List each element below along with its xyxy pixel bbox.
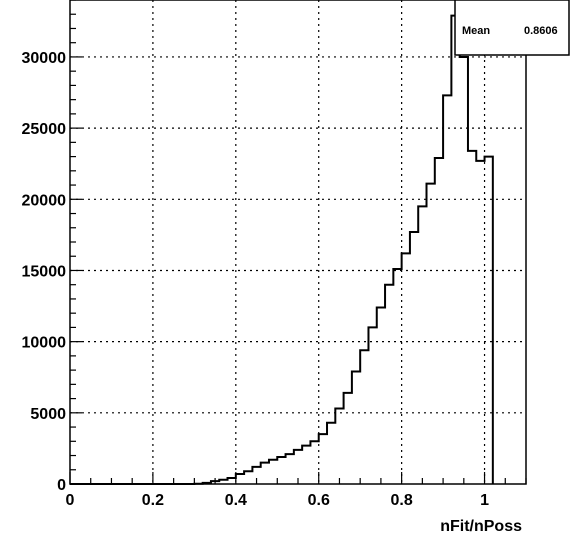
y-tick-label: 10000 xyxy=(22,335,67,352)
x-tick-label: 0.6 xyxy=(308,492,330,509)
histogram-series xyxy=(70,14,494,485)
stats-box: Mean 0.8606 xyxy=(454,0,570,56)
y-tick-label: 15000 xyxy=(22,263,67,280)
y-tick-label: 5000 xyxy=(30,406,66,423)
x-tick-labels: 0 0.2 0.4 0.6 0.8 1 xyxy=(66,492,490,509)
histogram-outline xyxy=(70,14,494,485)
x-tick-label: 0 xyxy=(66,492,75,509)
y-tick-label: 30000 xyxy=(22,50,67,67)
x-tick-label: 0.4 xyxy=(225,492,247,509)
grid-lines xyxy=(70,0,526,484)
y-tick-labels: 0 5000 10000 15000 20000 25000 30000 xyxy=(22,50,67,494)
x-axis-title: nFit/nPoss xyxy=(440,518,522,535)
x-tick-label: 1 xyxy=(480,492,489,509)
y-tick-label: 25000 xyxy=(22,121,67,138)
stats-mean-label: Mean xyxy=(462,25,490,37)
axis-ticks xyxy=(69,0,527,485)
y-tick-label: 20000 xyxy=(22,192,67,209)
x-tick-label: 0.2 xyxy=(142,492,164,509)
y-tick-label: 0 xyxy=(57,477,66,494)
x-tick-label: 0.8 xyxy=(391,492,413,509)
plot-frame xyxy=(69,0,527,485)
stats-mean-value: 0.8606 xyxy=(524,25,558,37)
